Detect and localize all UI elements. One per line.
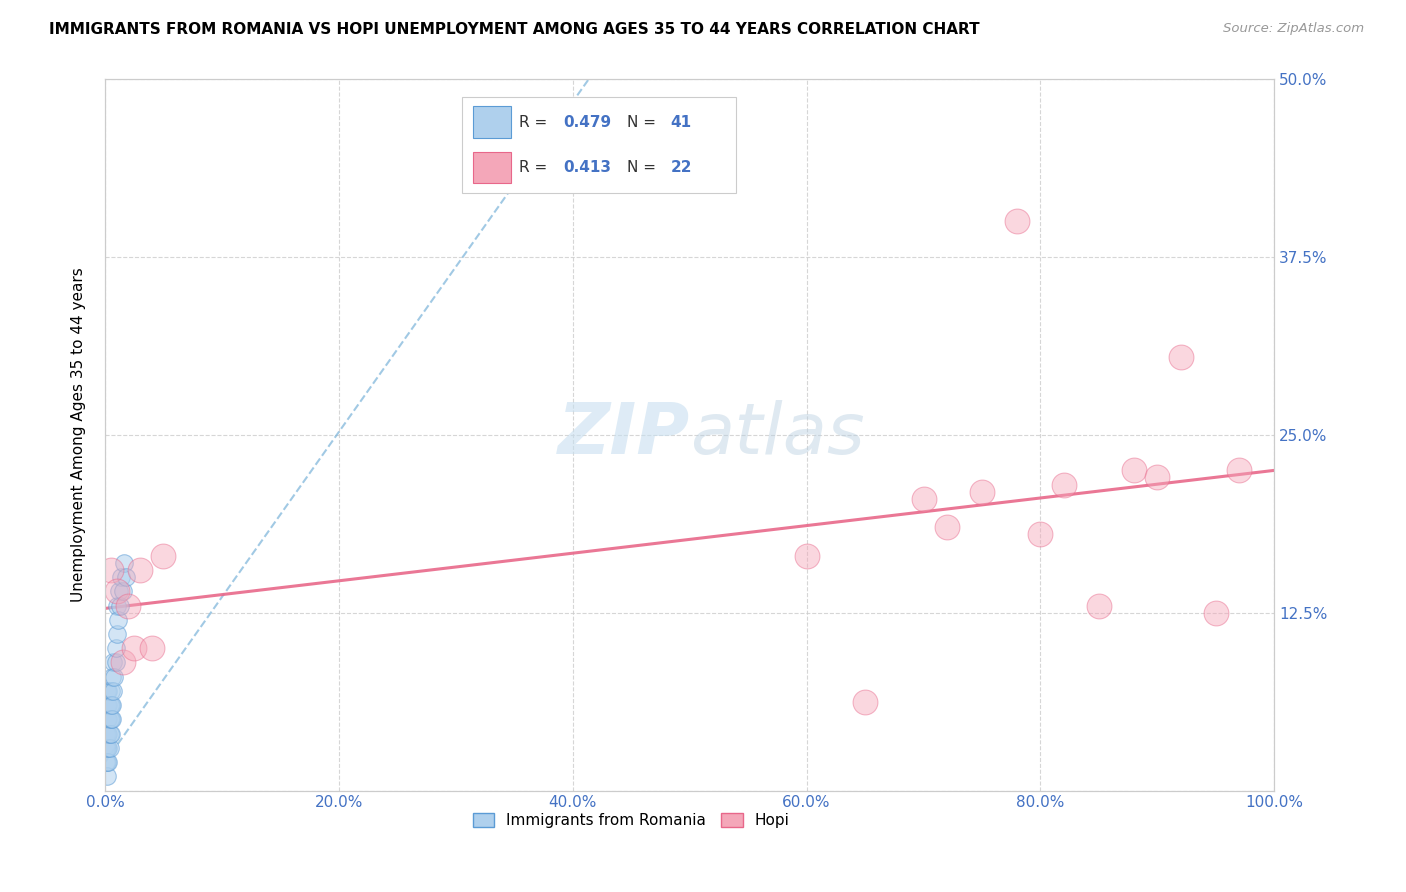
Point bbox=[105, 584, 128, 599]
Text: Source: ZipAtlas.com: Source: ZipAtlas.com bbox=[1223, 22, 1364, 36]
Point bbox=[97, 755, 120, 769]
Point bbox=[103, 670, 125, 684]
Point bbox=[1005, 214, 1028, 228]
Point bbox=[96, 684, 118, 698]
Point bbox=[936, 520, 959, 534]
Point bbox=[122, 641, 145, 656]
Point bbox=[101, 670, 124, 684]
Point bbox=[96, 740, 118, 755]
Legend: Immigrants from Romania, Hopi: Immigrants from Romania, Hopi bbox=[467, 806, 796, 834]
Point bbox=[96, 755, 118, 769]
Point bbox=[111, 656, 134, 670]
Point bbox=[117, 599, 139, 613]
Point bbox=[112, 556, 135, 570]
Point bbox=[108, 599, 131, 613]
Point bbox=[108, 584, 131, 599]
Point bbox=[1205, 606, 1227, 620]
Point bbox=[97, 698, 120, 713]
Point bbox=[96, 769, 118, 783]
Point bbox=[1088, 599, 1111, 613]
Point bbox=[96, 726, 118, 740]
Point bbox=[97, 684, 120, 698]
Point bbox=[853, 695, 876, 709]
Text: IMMIGRANTS FROM ROMANIA VS HOPI UNEMPLOYMENT AMONG AGES 35 TO 44 YEARS CORRELATI: IMMIGRANTS FROM ROMANIA VS HOPI UNEMPLOY… bbox=[49, 22, 980, 37]
Point bbox=[110, 570, 132, 584]
Point bbox=[1123, 463, 1146, 477]
Point bbox=[100, 684, 122, 698]
Point bbox=[115, 570, 138, 584]
Point bbox=[152, 549, 174, 563]
Point bbox=[101, 684, 124, 698]
Point bbox=[100, 726, 122, 740]
Point bbox=[105, 599, 128, 613]
Point bbox=[1170, 350, 1192, 364]
Point bbox=[101, 713, 124, 727]
Point bbox=[111, 584, 134, 599]
Point bbox=[912, 491, 935, 506]
Text: atlas: atlas bbox=[690, 401, 865, 469]
Point bbox=[97, 726, 120, 740]
Point bbox=[100, 698, 122, 713]
Point bbox=[107, 613, 129, 627]
Point bbox=[1029, 527, 1052, 541]
Point bbox=[98, 698, 121, 713]
Point bbox=[104, 641, 127, 656]
Y-axis label: Unemployment Among Ages 35 to 44 years: Unemployment Among Ages 35 to 44 years bbox=[72, 268, 86, 602]
Point bbox=[100, 713, 122, 727]
Point bbox=[96, 698, 118, 713]
Point bbox=[104, 656, 127, 670]
Point bbox=[96, 740, 118, 755]
Point bbox=[129, 563, 152, 577]
Point bbox=[1146, 470, 1168, 484]
Point bbox=[141, 641, 163, 656]
Point bbox=[98, 713, 121, 727]
Point bbox=[97, 713, 120, 727]
Point bbox=[1227, 463, 1250, 477]
Point bbox=[98, 726, 121, 740]
Point bbox=[96, 726, 118, 740]
Point bbox=[101, 698, 124, 713]
Point bbox=[101, 656, 124, 670]
Point bbox=[796, 549, 818, 563]
Point bbox=[1053, 477, 1076, 491]
Point bbox=[96, 755, 118, 769]
Point bbox=[970, 484, 993, 499]
Point bbox=[96, 713, 118, 727]
Point bbox=[105, 627, 128, 641]
Text: ZIP: ZIP bbox=[557, 401, 690, 469]
Point bbox=[97, 740, 120, 755]
Point bbox=[100, 563, 122, 577]
Point bbox=[98, 740, 121, 755]
